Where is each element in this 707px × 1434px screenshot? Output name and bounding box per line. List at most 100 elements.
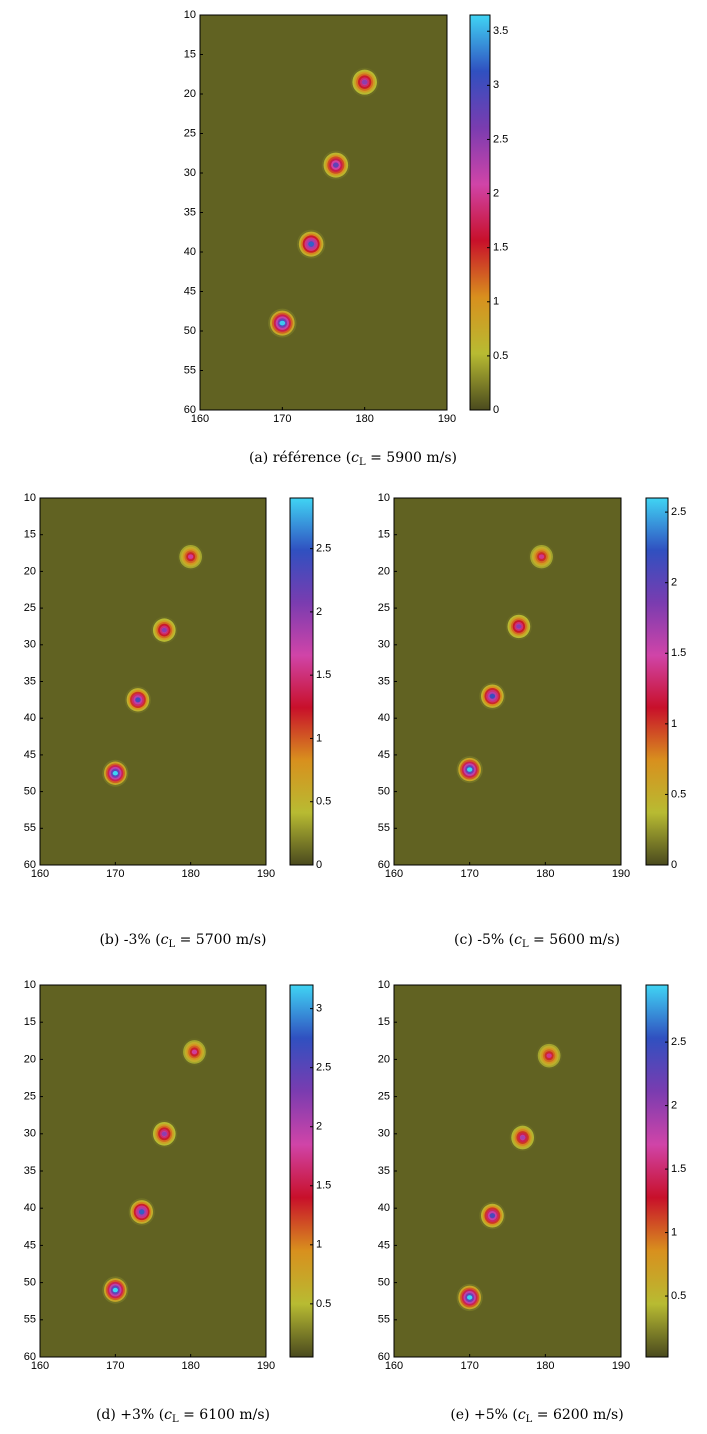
y-tick-label: 55 bbox=[24, 1314, 36, 1326]
colorbar-tick-label: 2.5 bbox=[316, 543, 331, 555]
spots bbox=[456, 543, 555, 784]
x-tick-label: 160 bbox=[385, 1360, 403, 1372]
y-tick-label: 10 bbox=[184, 9, 196, 21]
caption: (b) -3% (cL = 5700 m/s) bbox=[99, 932, 266, 950]
spot bbox=[191, 1049, 198, 1055]
colorbar-tick-label: 2 bbox=[316, 1121, 322, 1133]
y-tick-label: 10 bbox=[24, 979, 36, 991]
x-tick-label: 180 bbox=[536, 868, 554, 880]
x-tick-label: 180 bbox=[181, 1360, 199, 1372]
colorbar-tick-label: 2 bbox=[493, 187, 499, 199]
y-tick-label: 60 bbox=[378, 1351, 390, 1363]
y-tick-label: 45 bbox=[378, 749, 390, 761]
y-tick-label: 45 bbox=[184, 285, 196, 297]
y-tick-label: 25 bbox=[24, 602, 36, 614]
spot bbox=[489, 693, 496, 699]
colorbar-tick-label: 3 bbox=[493, 79, 499, 91]
y-tick-label: 20 bbox=[378, 1053, 390, 1065]
y-tick-label: 55 bbox=[378, 1314, 390, 1326]
y-tick-label: 30 bbox=[24, 1128, 36, 1140]
caption-part: = 5700 m/s) bbox=[175, 932, 266, 948]
colorbar-tick-label: 1 bbox=[316, 732, 322, 744]
colorbar-tick-label: 0.5 bbox=[671, 788, 686, 800]
caption: (a) référence (cL = 5900 m/s) bbox=[249, 450, 457, 468]
spot bbox=[546, 1053, 552, 1058]
caption-part: L bbox=[359, 457, 366, 468]
y-tick-label: 25 bbox=[184, 127, 196, 139]
y-tick-label: 60 bbox=[378, 859, 390, 871]
colorbar-tick-label: 1 bbox=[671, 1226, 677, 1238]
x-tick-label: 190 bbox=[612, 1360, 630, 1372]
caption-part: c bbox=[518, 1407, 526, 1423]
y-tick-label: 15 bbox=[184, 48, 196, 60]
y-tick-label: 50 bbox=[378, 1277, 390, 1289]
colorbar bbox=[289, 497, 314, 866]
colorbar-tick-label: 2.5 bbox=[316, 1062, 331, 1074]
y-tick-label: 50 bbox=[378, 786, 390, 798]
spot bbox=[489, 1213, 496, 1218]
caption-part: L bbox=[172, 1414, 179, 1425]
x-tick-label: 190 bbox=[257, 868, 275, 880]
y-tick-label: 20 bbox=[24, 1053, 36, 1065]
spot bbox=[112, 771, 118, 776]
y-tick-label: 35 bbox=[24, 1165, 36, 1177]
spot bbox=[161, 627, 167, 633]
plot-background bbox=[394, 985, 621, 1357]
colorbar-tick-label: 0.5 bbox=[316, 796, 331, 808]
caption-part: = 5900 m/s) bbox=[366, 450, 457, 466]
y-tick-label: 15 bbox=[378, 1016, 390, 1028]
y-tick-label: 50 bbox=[184, 325, 196, 337]
caption-part: = 6100 m/s) bbox=[179, 1407, 270, 1423]
y-tick-label: 10 bbox=[378, 492, 390, 504]
y-tick-label: 25 bbox=[378, 602, 390, 614]
x-tick-label: 160 bbox=[191, 413, 209, 425]
x-tick-label: 180 bbox=[181, 868, 199, 880]
spot bbox=[308, 241, 315, 247]
y-tick-label: 35 bbox=[24, 675, 36, 687]
y-tick-label: 40 bbox=[24, 1202, 36, 1214]
x-tick-label: 160 bbox=[385, 868, 403, 880]
colorbar-tick-label: 1 bbox=[671, 718, 677, 730]
y-tick-label: 30 bbox=[24, 639, 36, 651]
y-tick-label: 20 bbox=[24, 565, 36, 577]
colorbar-tick-label: 3.5 bbox=[493, 25, 508, 37]
y-tick-label: 60 bbox=[24, 1351, 36, 1363]
y-tick-label: 35 bbox=[378, 675, 390, 687]
spot bbox=[361, 79, 368, 85]
y-tick-label: 15 bbox=[378, 529, 390, 541]
caption-part: L bbox=[526, 1414, 533, 1425]
colorbar-tick-label: 1.5 bbox=[316, 1180, 331, 1192]
y-tick-label: 55 bbox=[24, 822, 36, 834]
spots bbox=[268, 67, 379, 338]
plot-background bbox=[200, 15, 447, 410]
y-tick-label: 60 bbox=[184, 404, 196, 416]
y-tick-label: 60 bbox=[24, 859, 36, 871]
y-tick-label: 40 bbox=[378, 712, 390, 724]
colorbar-tick-label: 1.5 bbox=[671, 647, 686, 659]
colorbar-tick-label: 1.5 bbox=[493, 242, 508, 254]
caption: (d) +3% (cL = 6100 m/s) bbox=[96, 1407, 270, 1425]
y-tick-label: 35 bbox=[184, 206, 196, 218]
colorbar-tick-label: 0 bbox=[316, 859, 322, 871]
spot bbox=[139, 1209, 145, 1215]
caption-part: c bbox=[514, 932, 522, 948]
colorbar-tick-label: 2.5 bbox=[671, 506, 686, 518]
caption-part: (b) -3% ( bbox=[99, 932, 160, 948]
x-tick-label: 180 bbox=[355, 413, 373, 425]
x-tick-label: 180 bbox=[536, 1360, 554, 1372]
caption-part: (a) référence ( bbox=[249, 450, 351, 466]
colorbar-tick-label: 2 bbox=[671, 577, 677, 589]
colorbar-tick-label: 1 bbox=[316, 1239, 322, 1251]
caption-part: L bbox=[169, 939, 176, 950]
y-tick-label: 25 bbox=[24, 1091, 36, 1103]
spots bbox=[102, 1038, 208, 1304]
caption: (c) -5% (cL = 5600 m/s) bbox=[454, 932, 620, 950]
y-tick-label: 15 bbox=[24, 1016, 36, 1028]
y-tick-label: 45 bbox=[24, 1239, 36, 1251]
y-tick-label: 20 bbox=[184, 88, 196, 100]
spots bbox=[102, 543, 204, 787]
colorbar-tick-label: 2.5 bbox=[671, 1036, 686, 1048]
spot bbox=[332, 162, 339, 168]
spot bbox=[538, 554, 545, 559]
caption-part: c bbox=[161, 932, 169, 948]
